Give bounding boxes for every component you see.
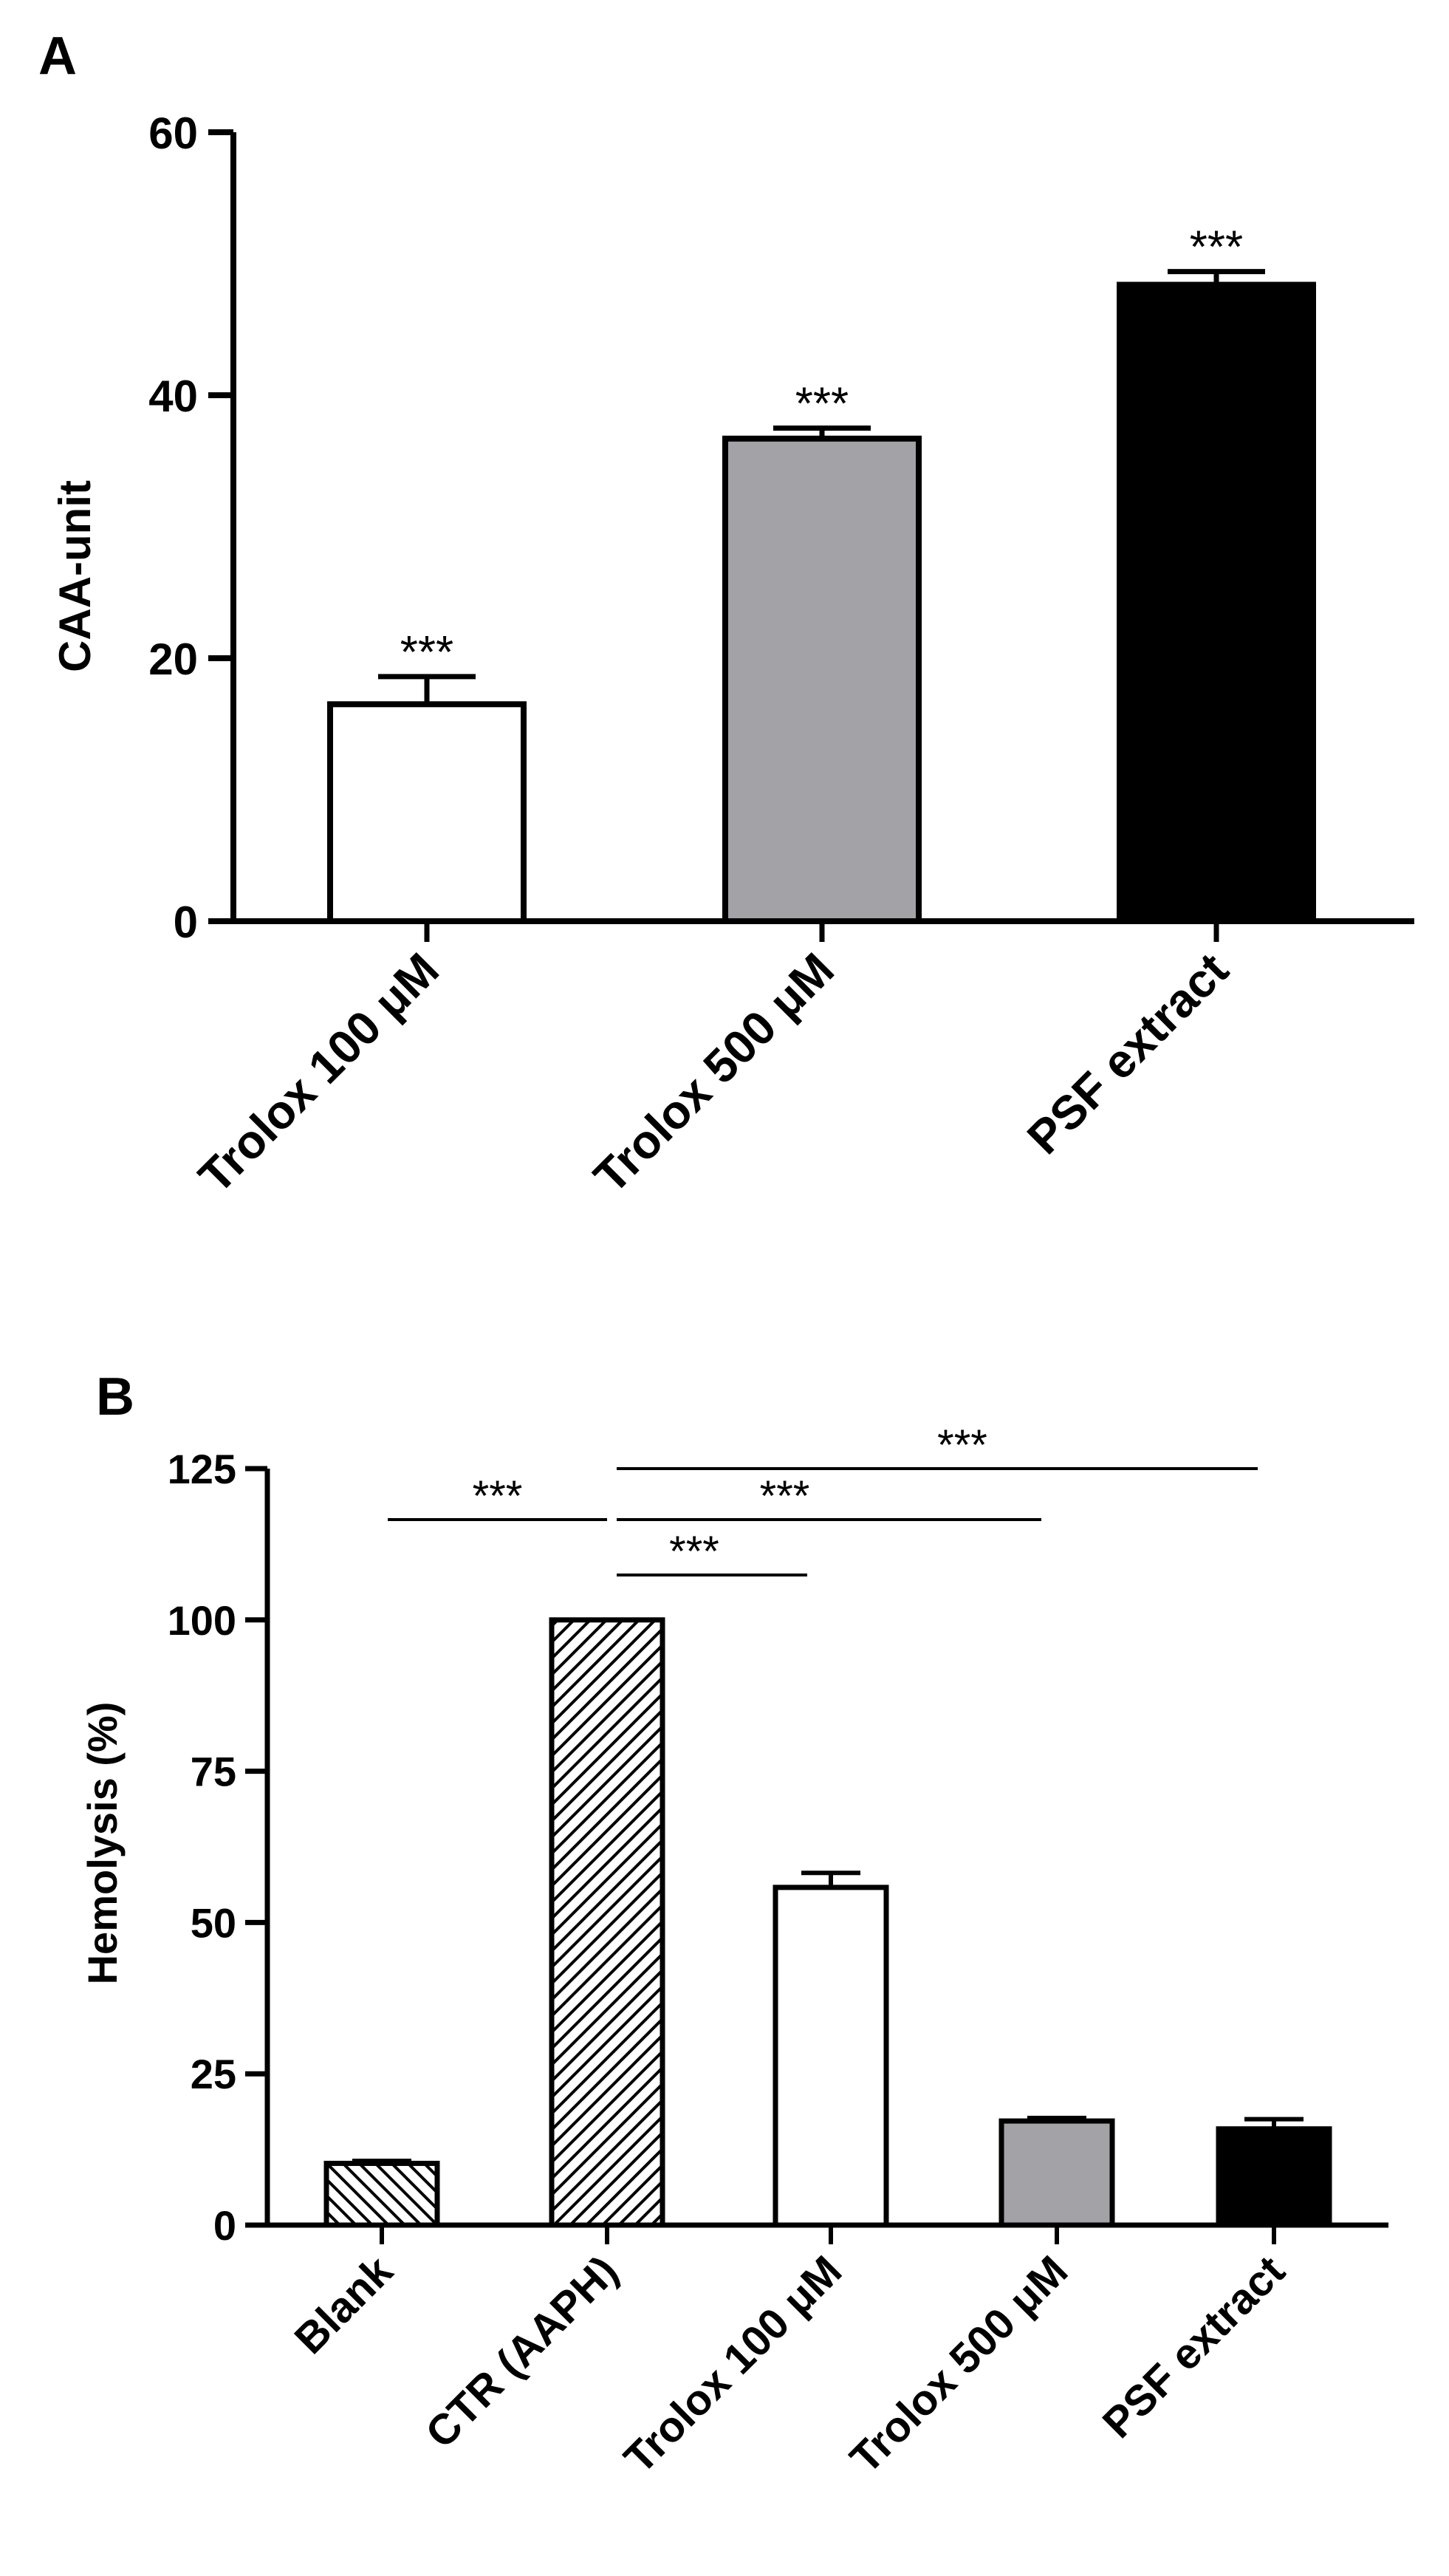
bracket-label-b-ctr-aaph-vs-psf-extract: *** <box>937 1421 987 1469</box>
bars-a: *** *** *** <box>327 222 1316 925</box>
bar-a-psf-extract <box>1117 281 1316 925</box>
bar-b-blank <box>323 2160 440 2228</box>
bar-a-trolox-100-m <box>327 701 527 924</box>
panel-a: A CAA-unit 0 20 40 60 *** *** *** Trolox 100 … <box>38 27 1414 1203</box>
y-tick-label-a-0: 0 <box>174 898 198 947</box>
x-tick-label-b-psf-extract: PSF extract <box>1094 2247 1295 2447</box>
bracket-label-b-blank-vs-ctr-aaph: *** <box>473 1472 523 1520</box>
y-ticks-b: 0 25 50 75 100 125 <box>168 1446 267 2249</box>
y-tick-label-a-40: 40 <box>148 372 198 421</box>
bar-b-trolox-500-m <box>998 2118 1115 2228</box>
bracket-label-b-ctr-aaph-vs-trolox-500-m: *** <box>760 1472 810 1520</box>
y-tick-label-b-25: 25 <box>191 2051 236 2097</box>
x-tick-label-a-psf-extract: PSF extract <box>1017 943 1239 1164</box>
y-tick-label-b-125: 125 <box>168 1446 236 1492</box>
bar-b-psf-extract <box>1216 2126 1332 2228</box>
y-tick-label-a-20: 20 <box>148 635 198 684</box>
bar-b-trolox-100-m <box>773 1885 889 2228</box>
y-tick-label-b-50: 50 <box>191 1899 236 1946</box>
x-tick-labels-a: Trolox 100 μM Trolox 500 μM PSF extract <box>188 921 1239 1203</box>
y-ticks-a: 0 20 40 60 <box>148 109 233 947</box>
bar-b-ctr-aaph <box>549 1617 665 2228</box>
y-tick-label-b-75: 75 <box>191 1749 236 1795</box>
bars-b <box>323 1617 1332 2228</box>
x-tick-label-a-trolox-500-m: Trolox 500 μM <box>583 943 844 1203</box>
significance-brackets-b: *** *** *** *** <box>388 1421 1258 1576</box>
bar-a-trolox-500-m <box>722 435 922 924</box>
bracket-label-b-ctr-aaph-vs-trolox-100-m: *** <box>669 1528 719 1576</box>
y-axis-label-a: CAA-unit <box>50 480 100 672</box>
significance-a-trolox-100-m: *** <box>400 627 453 678</box>
y-tick-label-b-100: 100 <box>168 1597 236 1644</box>
x-tick-label-b-trolox-500-m: Trolox 500 μM <box>841 2247 1077 2482</box>
x-tick-label-b-ctr-aaph: CTR (AAPH) <box>417 2247 627 2457</box>
significance-a-psf-extract: *** <box>1190 222 1243 273</box>
y-tick-label-b-0: 0 <box>213 2202 236 2249</box>
x-tick-label-a-trolox-100-m: Trolox 100 μM <box>188 943 449 1203</box>
significance-a-trolox-500-m: *** <box>795 379 849 430</box>
y-axis-label-b: Hemolysis (%) <box>79 1702 126 1985</box>
panel-label-a: A <box>38 27 77 86</box>
panel-label-b: B <box>96 1367 134 1427</box>
x-tick-label-b-blank: Blank <box>286 2247 402 2363</box>
x-tick-label-b-trolox-100-m: Trolox 100 μM <box>615 2247 851 2482</box>
y-tick-label-a-60: 60 <box>148 109 198 158</box>
